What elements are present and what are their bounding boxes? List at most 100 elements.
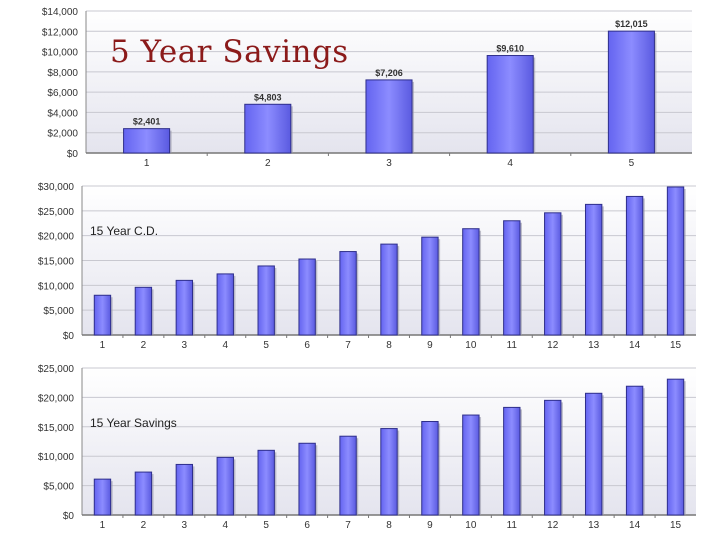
bar xyxy=(380,243,398,336)
bar xyxy=(175,463,194,516)
bar xyxy=(244,103,292,154)
bar xyxy=(584,203,603,336)
bar xyxy=(123,128,171,154)
y-tick-label: $10,000 xyxy=(38,452,75,463)
chart-fifteen-year-cd: $0 $5,000 $10,000 $15,000 $20,000 $25,000 $30,… xyxy=(0,178,720,360)
x-tick-label: 4 xyxy=(222,340,228,351)
bar xyxy=(666,378,685,516)
x-tick-label: 13 xyxy=(588,520,600,531)
bar xyxy=(625,385,644,516)
bar xyxy=(503,220,521,336)
x-tick-label: 13 xyxy=(588,340,600,351)
x-tick-label: 8 xyxy=(386,340,392,351)
bar xyxy=(257,449,275,516)
y-tick-label: $5,000 xyxy=(43,306,74,317)
bar xyxy=(421,236,439,336)
x-tick-label: 9 xyxy=(427,520,433,531)
bar xyxy=(486,55,534,154)
bar xyxy=(421,421,439,516)
x-tick-label: 8 xyxy=(386,520,392,531)
data-label: $9,610 xyxy=(496,44,524,54)
x-tick-label: 10 xyxy=(465,340,477,351)
x-tick-label: 4 xyxy=(507,158,513,169)
bar xyxy=(607,30,655,154)
y-tick-label: $6,000 xyxy=(47,88,78,99)
bar xyxy=(175,279,194,336)
y-tick-label: $4,000 xyxy=(47,108,78,119)
chart-title-five-year: 5 Year Savings xyxy=(110,34,349,70)
x-tick-label: 5 xyxy=(263,520,269,531)
chart-five-year-svg: $0 $2,000 $4,000 $6,000 $8,000 $10,000 $12,000… xyxy=(42,7,692,169)
y-tick-label: $10,000 xyxy=(38,281,75,292)
chart-title-fifteen-year-savings: 15 Year Savings xyxy=(90,416,177,430)
x-tick-label: 11 xyxy=(507,340,518,351)
bar xyxy=(339,251,357,336)
bar xyxy=(462,228,480,336)
data-label: $4,803 xyxy=(254,92,282,102)
x-tick-label: 2 xyxy=(141,340,147,351)
y-tick-label: $30,000 xyxy=(38,182,75,193)
bar xyxy=(216,456,234,516)
x-tick-label: 12 xyxy=(547,520,559,531)
data-label: $7,206 xyxy=(375,68,403,78)
x-tick-label: 1 xyxy=(100,340,106,351)
y-tick-label: $20,000 xyxy=(38,232,75,243)
x-tick-label: 6 xyxy=(304,340,310,351)
x-tick-label: 12 xyxy=(547,340,559,351)
y-tick-label: $20,000 xyxy=(38,393,75,404)
chart-five-year-savings: $0 $2,000 $4,000 $6,000 $8,000 $10,000 $12,000… xyxy=(0,0,720,178)
bar xyxy=(365,79,413,154)
data-label: $2,401 xyxy=(133,117,161,127)
y-tick-label: $14,000 xyxy=(42,7,79,18)
y-tick-label: $0 xyxy=(63,331,75,342)
x-tick-label: 5 xyxy=(263,340,269,351)
x-tick-label: 7 xyxy=(345,520,351,531)
chart-fifteen-year-cd-svg: $0 $5,000 $10,000 $15,000 $20,000 $25,000 $30,… xyxy=(38,182,696,351)
y-tick-label: $15,000 xyxy=(38,423,75,434)
x-tick-label: 2 xyxy=(141,520,147,531)
x-tick-label: 3 xyxy=(386,158,392,169)
x-tick-label: 9 xyxy=(427,340,433,351)
bar xyxy=(544,212,562,336)
bar xyxy=(298,442,316,516)
x-tick-label: 4 xyxy=(222,520,228,531)
x-tick-label: 14 xyxy=(629,340,641,351)
x-tick-label: 1 xyxy=(100,520,106,531)
x-tick-label: 1 xyxy=(144,158,150,169)
x-tick-label: 14 xyxy=(629,520,641,531)
y-tick-label: $25,000 xyxy=(38,207,75,218)
bar xyxy=(298,258,316,336)
y-tick-label: $12,000 xyxy=(42,27,79,38)
x-tick-label: 15 xyxy=(670,520,682,531)
x-tick-label: 7 xyxy=(345,340,351,351)
bar xyxy=(380,428,398,516)
bar xyxy=(544,399,562,516)
x-tick-label: 2 xyxy=(265,158,271,169)
chart-title-fifteen-year-cd: 15 Year C.D. xyxy=(90,224,159,238)
bar xyxy=(462,414,480,516)
y-tick-label: $0 xyxy=(67,149,79,160)
x-tick-label: 6 xyxy=(304,520,310,531)
bar xyxy=(503,406,521,516)
y-tick-label: $0 xyxy=(63,511,75,522)
bar xyxy=(134,286,153,336)
bar xyxy=(584,392,603,516)
bar xyxy=(216,273,234,336)
y-tick-label: $25,000 xyxy=(38,364,75,375)
bar xyxy=(339,435,357,516)
bar xyxy=(93,478,112,516)
x-tick-label: 15 xyxy=(670,340,682,351)
bar xyxy=(93,294,112,336)
x-tick-label: 3 xyxy=(182,340,188,351)
x-tick-label: 11 xyxy=(507,520,518,531)
y-tick-label: $2,000 xyxy=(47,129,78,140)
y-tick-label: $15,000 xyxy=(38,257,75,268)
y-tick-label: $5,000 xyxy=(43,482,74,493)
bar xyxy=(666,186,685,336)
bar xyxy=(625,195,644,336)
y-tick-label: $10,000 xyxy=(42,48,79,59)
data-label: $12,015 xyxy=(615,19,648,29)
x-tick-label: 3 xyxy=(182,520,188,531)
chart-fifteen-year-savings: $0 $5,000 $10,000 $15,000 $20,000 $25,000 1 2 3 4… xyxy=(0,360,720,540)
